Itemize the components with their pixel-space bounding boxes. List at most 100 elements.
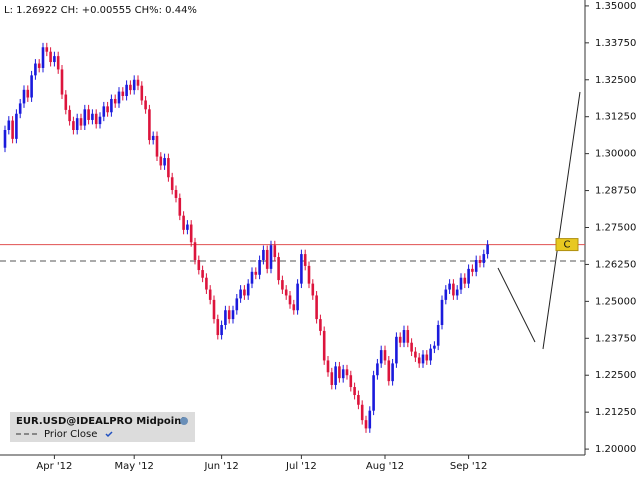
candle-body xyxy=(110,98,113,113)
candle-body xyxy=(353,387,356,396)
candle-body xyxy=(60,69,64,95)
candle-body xyxy=(463,277,467,284)
candle-body xyxy=(395,336,398,364)
candle-body xyxy=(26,89,30,98)
legend-label: Prior Close xyxy=(44,429,97,440)
candle-body xyxy=(201,270,204,278)
candle-body xyxy=(421,354,425,364)
drawing-line xyxy=(542,91,581,350)
candle-body xyxy=(170,177,174,190)
y-tick-label: 1.33750 xyxy=(595,38,636,49)
candle-body xyxy=(117,91,121,104)
candle-body xyxy=(319,319,322,331)
candle-body xyxy=(98,116,102,125)
candle-body xyxy=(68,109,71,122)
legend-icon[interactable] xyxy=(180,417,188,425)
candle-body xyxy=(341,369,345,379)
candle-body xyxy=(417,357,421,364)
candle-body xyxy=(136,79,140,86)
candle-body xyxy=(429,348,432,361)
candle-body xyxy=(83,109,87,126)
candle-body xyxy=(326,360,330,373)
candle-body xyxy=(444,289,448,300)
candle-body xyxy=(235,298,239,311)
candle-body xyxy=(398,336,402,343)
candle-body xyxy=(239,289,242,299)
candle-body xyxy=(144,100,147,110)
candle-body xyxy=(140,85,144,101)
candle-body xyxy=(231,310,235,320)
candle-body xyxy=(246,283,250,296)
candle-body xyxy=(307,265,311,284)
candle-body xyxy=(269,245,273,269)
y-tick-label: 1.22500 xyxy=(595,370,636,381)
candle-body xyxy=(75,118,79,130)
legend-check[interactable] xyxy=(105,431,113,438)
candle-body xyxy=(471,268,474,272)
candle-body xyxy=(433,345,436,349)
candle-body xyxy=(30,75,33,98)
candle-body xyxy=(159,156,163,166)
candle-body xyxy=(151,135,155,141)
candle-body xyxy=(273,245,277,258)
candle-body xyxy=(467,268,470,284)
candle-body xyxy=(224,310,227,325)
candle-body xyxy=(79,118,83,126)
candle-body xyxy=(163,158,166,166)
x-tick-label: Jul '12 xyxy=(285,461,317,472)
y-tick-label: 1.27500 xyxy=(595,223,636,234)
legend: EUR.USD@IDEALPRO Midpoint Prior Close xyxy=(10,412,195,442)
candle-body xyxy=(15,113,18,139)
candle-body xyxy=(94,113,98,125)
candle-body xyxy=(22,89,26,104)
candle-body xyxy=(254,271,258,275)
candle-body xyxy=(436,325,440,346)
candle-body xyxy=(3,130,7,148)
candle-body xyxy=(212,299,216,320)
candle-body xyxy=(91,113,94,120)
candle-body xyxy=(250,271,254,284)
candle-body xyxy=(414,351,417,358)
candle-body xyxy=(452,283,455,296)
candle-body xyxy=(102,106,106,117)
candle-body xyxy=(330,372,334,385)
x-tick-label: May '12 xyxy=(115,461,154,472)
candle-body xyxy=(368,410,372,429)
candle-body xyxy=(189,224,193,243)
candle-body xyxy=(18,103,22,114)
candle-body xyxy=(474,260,478,272)
candle-body xyxy=(113,98,117,104)
price-tag xyxy=(555,238,579,252)
candle-body xyxy=(265,249,269,269)
candle-body xyxy=(281,280,284,290)
candle-body xyxy=(129,84,132,91)
candle-body xyxy=(167,158,170,178)
candle-body xyxy=(334,366,337,385)
candle-body xyxy=(227,310,231,320)
candle-body xyxy=(56,56,60,70)
candle-body xyxy=(277,257,280,281)
y-tick-label: 1.35000 xyxy=(595,1,636,12)
candle-body xyxy=(262,249,265,260)
price-tag-label: C xyxy=(564,240,571,251)
y-tick-label: 1.31250 xyxy=(595,112,636,123)
candle-body xyxy=(296,283,299,311)
candle-body xyxy=(220,325,223,336)
y-tick-label: 1.28750 xyxy=(595,186,636,197)
candle-body xyxy=(205,277,208,290)
candle-body xyxy=(155,135,159,157)
candle-body xyxy=(410,342,413,352)
candle-body xyxy=(455,289,459,296)
candle-body xyxy=(364,420,368,429)
candle-body xyxy=(34,63,37,76)
y-tick-label: 1.30000 xyxy=(595,149,636,160)
candle-body xyxy=(300,254,303,284)
candle-body xyxy=(37,63,41,68)
candle-body xyxy=(486,244,489,255)
drawing-line xyxy=(497,267,536,343)
candle-body xyxy=(360,404,364,421)
candle-body xyxy=(303,254,307,266)
x-tick-label: Jun '12 xyxy=(203,461,238,472)
